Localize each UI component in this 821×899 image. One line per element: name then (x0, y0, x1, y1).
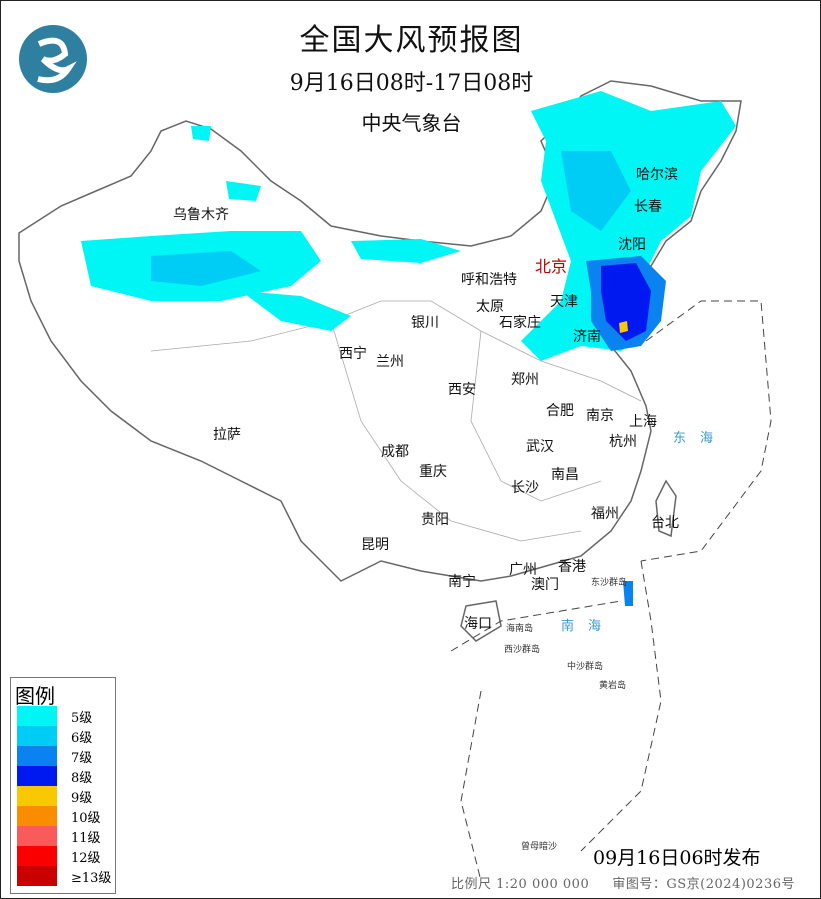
island-label: 海南岛 (506, 624, 534, 634)
legend-title: 图例 (15, 684, 55, 708)
legend-item: 8级 (11, 766, 115, 786)
city-label: 呼和浩特 (461, 272, 517, 288)
island-label: 中沙群岛 (567, 662, 604, 672)
legend-item: 11级 (11, 826, 115, 846)
legend-swatch (17, 746, 57, 766)
forecast-period: 9月16日08时-17日08时 (289, 71, 534, 96)
legend-label: 7级 (71, 750, 93, 766)
legend-swatch (17, 726, 57, 746)
city-label: 贵阳 (421, 512, 449, 528)
legend-label: ≥13级 (71, 870, 112, 886)
city-label: 台北 (651, 515, 679, 531)
city-label: 昆明 (361, 537, 389, 553)
city-label: 南宁 (448, 574, 476, 590)
city-label: 长沙 (511, 480, 539, 496)
legend-item: 6级 (11, 726, 115, 746)
legend-item: 7级 (11, 746, 115, 766)
legend-swatch (17, 786, 57, 806)
legend-item: ≥13级 (11, 866, 115, 886)
city-label: 重庆 (419, 464, 447, 480)
city-label: 银川 (411, 315, 439, 331)
capital-label: 北京 (535, 257, 568, 276)
city-label: 香港 (558, 559, 586, 575)
legend-label: 8级 (71, 770, 93, 786)
scale-text: 比例尺 1:20 000 000 (451, 877, 590, 892)
map-title: 全国大风预报图 (299, 23, 524, 58)
legend-item: 12级 (11, 846, 115, 866)
city-label: 南昌 (551, 467, 579, 483)
sea-label: 东海 (673, 431, 728, 446)
city-label: 成都 (381, 444, 409, 460)
legend-label: 6级 (71, 730, 93, 746)
map-footer: 比例尺 1:20 000 000 审图号：GS京(2024)0236号 (451, 873, 795, 892)
city-label: 太原 (476, 299, 504, 315)
legend-label: 11级 (71, 830, 101, 846)
city-label: 沈阳 (618, 237, 646, 253)
city-label: 西安 (448, 382, 476, 398)
publish-time: 09月16日06时发布 (593, 847, 761, 869)
city-label: 杭州 (609, 434, 637, 450)
island-label: 东沙群岛 (591, 578, 628, 588)
city-label: 长春 (634, 199, 662, 215)
legend-label: 12级 (71, 850, 101, 866)
legend-swatch (17, 766, 57, 786)
legend-swatch (17, 846, 57, 866)
sea-label: 南海 (561, 619, 616, 634)
city-label: 合肥 (546, 403, 574, 419)
legend-label: 9级 (71, 790, 93, 806)
legend-item: 9级 (11, 786, 115, 806)
island-label: 黄岩岛 (599, 681, 627, 691)
city-label: 福州 (591, 506, 619, 522)
logo (19, 25, 87, 93)
approval-number: 审图号：GS京(2024)0236号 (612, 877, 795, 892)
city-label: 上海 (629, 414, 657, 430)
city-label: 西宁 (339, 346, 367, 362)
city-label: 南京 (586, 408, 614, 424)
legend: 图例 5级 6级 7级 8级 9级 10级 11级 12级 ≥13级 (10, 677, 116, 894)
legend-item: 10级 (11, 806, 115, 826)
city-label: 哈尔滨 (636, 167, 678, 183)
city-label: 武汉 (526, 439, 554, 455)
city-label: 天津 (550, 294, 578, 310)
legend-label: 5级 (71, 710, 93, 726)
city-label: 兰州 (376, 354, 404, 370)
city-label: 济南 (573, 329, 601, 345)
legend-item: 5级 (11, 706, 115, 726)
legend-swatch (17, 706, 57, 726)
province-borders (150, 300, 642, 542)
wind-areas (81, 91, 736, 606)
city-label: 拉萨 (213, 427, 241, 443)
legend-swatch (17, 806, 57, 826)
legend-swatch (17, 826, 57, 846)
island-label: 曾母暗沙 (521, 842, 558, 852)
legend-label: 10级 (71, 810, 101, 826)
legend-swatch (17, 866, 57, 886)
city-label: 乌鲁木齐 (173, 207, 229, 223)
city-label: 石家庄 (499, 315, 541, 331)
city-label: 广州 (509, 562, 537, 578)
island-label: 西沙群岛 (504, 645, 541, 655)
sea-boundary (450, 300, 772, 882)
city-label: 澳门 (531, 577, 559, 593)
issuer: 中央气象台 (361, 111, 462, 135)
city-label: 郑州 (511, 372, 539, 388)
city-label: 海口 (464, 616, 492, 632)
